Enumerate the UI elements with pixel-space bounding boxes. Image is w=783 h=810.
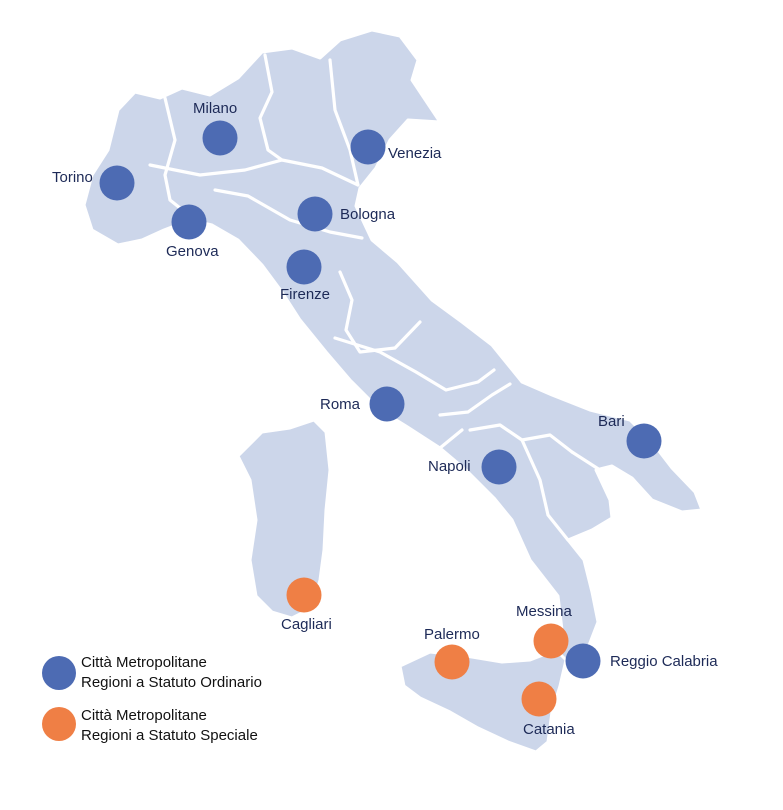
legend-ordinario-line1: Città Metropolitane (81, 654, 207, 671)
city-label-reggio-calabria: Reggio Calabria (610, 653, 718, 670)
city-marker-firenze (286, 249, 322, 285)
city-marker-torino (99, 165, 135, 201)
city-label-roma: Roma (320, 396, 361, 413)
city-marker-palermo (434, 644, 470, 680)
city-label-cagliari: Cagliari (281, 616, 332, 633)
city-marker-roma (369, 386, 405, 422)
city-marker-napoli (481, 449, 517, 485)
region-borders (148, 53, 602, 542)
city-marker-cagliari (286, 577, 322, 613)
city-label-palermo: Palermo (424, 626, 480, 643)
legend-ordinario-line2: Regioni a Statuto Ordinario (81, 674, 262, 691)
city-label-messina: Messina (516, 603, 572, 620)
city-dots (99, 120, 662, 717)
city-label-milano: Milano (193, 100, 238, 117)
city-label-bari: Bari (598, 413, 625, 430)
city-label-firenze: Firenze (280, 286, 331, 303)
city-marker-venezia (350, 129, 386, 165)
city-label-torino: Torino (52, 169, 93, 186)
city-marker-bologna (297, 196, 333, 232)
city-label-genova: Genova (166, 243, 219, 260)
city-label-catania: Catania (523, 721, 575, 738)
city-label-venezia: Venezia (388, 145, 442, 162)
legend-ordinario-dot-icon (42, 656, 76, 690)
city-marker-catania (521, 681, 557, 717)
legend-speciale-line2: Regioni a Statuto Speciale (81, 727, 258, 744)
city-marker-reggio-calabria (565, 643, 601, 679)
legend-speciale-dot-icon (42, 707, 76, 741)
city-label-bologna: Bologna (340, 206, 396, 223)
city-marker-genova (171, 204, 207, 240)
legend-speciale-line1: Città Metropolitane (81, 707, 207, 724)
city-marker-bari (626, 423, 662, 459)
city-label-napoli: Napoli (428, 458, 471, 475)
city-marker-milano (202, 120, 238, 156)
city-marker-messina (533, 623, 569, 659)
